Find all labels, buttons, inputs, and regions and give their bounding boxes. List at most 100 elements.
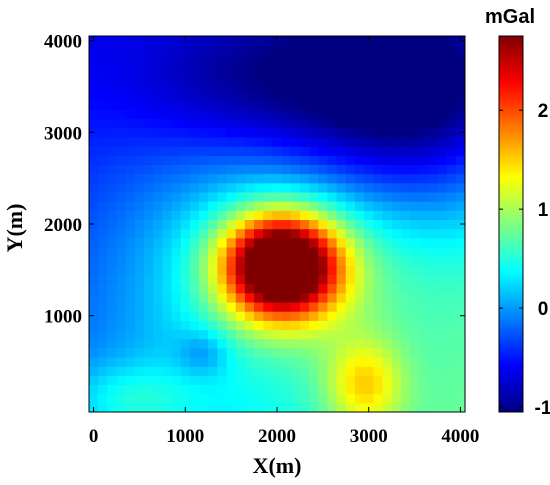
heatmap-cell — [354, 329, 365, 340]
heatmap-cell — [336, 191, 347, 202]
heatmap-cell — [327, 182, 338, 193]
heatmap-cell — [309, 91, 319, 101]
heatmap-cell — [171, 311, 182, 321]
heatmap-cell — [199, 63, 209, 74]
heatmap-cell — [199, 100, 209, 110]
heatmap-cell — [336, 210, 347, 221]
heatmap-cell — [419, 246, 429, 257]
heatmap-cell — [226, 329, 237, 340]
heatmap-cell — [382, 237, 393, 248]
heatmap-cell — [400, 155, 411, 165]
heatmap-cell — [419, 283, 429, 294]
heatmap-cell — [446, 292, 457, 303]
heatmap-cell — [391, 173, 402, 184]
heatmap-cell — [446, 219, 457, 230]
heatmap-cell — [391, 237, 402, 248]
heatmap-cell — [89, 274, 99, 285]
heatmap-cell — [254, 292, 264, 303]
heatmap-cell — [263, 384, 274, 395]
heatmap-cell — [400, 246, 411, 257]
heatmap-cell — [98, 127, 108, 138]
heatmap-cell — [299, 338, 310, 349]
heatmap-cell — [153, 292, 163, 303]
heatmap-cell — [455, 54, 465, 65]
heatmap-cell — [382, 201, 393, 211]
heatmap-cell — [391, 356, 402, 367]
heatmap-cell — [244, 384, 255, 395]
heatmap-cell — [171, 63, 182, 74]
heatmap-cell — [327, 118, 338, 129]
heatmap-cell — [244, 173, 255, 184]
heatmap-cell — [446, 311, 457, 321]
heatmap-cell — [345, 402, 356, 412]
heatmap-cell — [382, 265, 393, 276]
heatmap-cell — [327, 338, 338, 349]
heatmap-cell — [180, 347, 191, 358]
heatmap-cell — [446, 228, 457, 239]
heatmap-cell — [382, 292, 393, 303]
heatmap-cell — [299, 246, 310, 257]
heatmap-cell — [226, 201, 237, 211]
heatmap-cell — [217, 320, 228, 331]
heatmap-cell — [162, 274, 173, 285]
heatmap-cell — [437, 329, 448, 340]
heatmap-cell — [272, 182, 283, 193]
heatmap-cell — [217, 347, 228, 358]
heatmap-cell — [354, 127, 365, 138]
heatmap-cell — [263, 146, 274, 156]
heatmap-cell — [299, 274, 310, 285]
heatmap-cell — [382, 256, 393, 266]
heatmap-cell — [409, 146, 420, 156]
heatmap-cell — [144, 356, 154, 367]
heatmap-cell — [208, 329, 218, 340]
heatmap-cell — [309, 265, 319, 276]
heatmap-cell — [98, 301, 108, 312]
heatmap-cell — [318, 219, 329, 230]
heatmap-cell — [171, 36, 182, 46]
heatmap-cell — [391, 219, 402, 230]
heatmap-cell — [180, 256, 191, 266]
heatmap-cell — [98, 118, 108, 129]
heatmap-cell — [98, 320, 108, 331]
heatmap-cell — [244, 356, 255, 367]
heatmap-cell — [409, 356, 420, 367]
y-tick-label: 1000 — [44, 307, 82, 328]
heatmap-cell — [336, 311, 347, 321]
heatmap-cell — [419, 292, 429, 303]
heatmap-cell — [98, 292, 108, 303]
heatmap-cell — [409, 402, 420, 412]
heatmap-cell — [144, 256, 154, 266]
heatmap-cell — [89, 237, 99, 248]
heatmap-cell — [125, 292, 136, 303]
heatmap-cell — [171, 146, 182, 156]
heatmap-cell — [290, 109, 301, 120]
heatmap-cell — [437, 127, 448, 138]
heatmap-cell — [373, 228, 384, 239]
heatmap-cell — [437, 136, 448, 147]
heatmap-cell — [162, 36, 173, 46]
heatmap-cell — [455, 237, 465, 248]
heatmap-cell — [263, 283, 274, 294]
heatmap-cell — [134, 136, 145, 147]
heatmap-cell — [281, 91, 292, 101]
heatmap-cell — [171, 356, 182, 367]
heatmap-cell — [299, 356, 310, 367]
heatmap-cell — [345, 265, 356, 276]
heatmap-cell — [125, 320, 136, 331]
heatmap-cell — [180, 265, 191, 276]
heatmap-cell — [153, 356, 163, 367]
heatmap-cell — [391, 81, 402, 92]
heatmap-cell — [125, 201, 136, 211]
heatmap-cell — [208, 256, 218, 266]
heatmap-cell — [382, 155, 393, 165]
heatmap-cell — [391, 366, 402, 376]
heatmap-cell — [199, 45, 209, 55]
heatmap-cell — [391, 210, 402, 221]
heatmap-cell — [309, 292, 319, 303]
heatmap-cell — [281, 311, 292, 321]
heatmap-cell — [382, 347, 393, 358]
heatmap-cell — [144, 228, 154, 239]
heatmap-cell — [107, 366, 118, 376]
heatmap-cell — [318, 100, 329, 110]
heatmap-cell — [116, 246, 127, 257]
